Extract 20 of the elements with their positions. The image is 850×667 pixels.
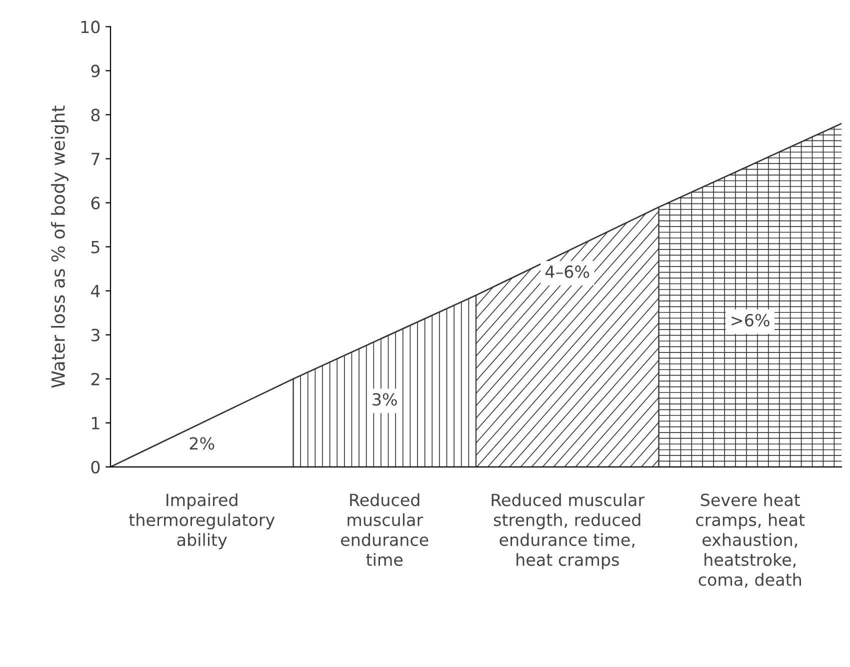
y-tick-label: 7 bbox=[92, 152, 100, 166]
y-tick-label: 8 bbox=[91, 108, 100, 122]
y-tick-label: 2 bbox=[91, 372, 100, 386]
y-axis-title: Water loss as % of body weight bbox=[50, 106, 68, 388]
annotation: 2% bbox=[190, 437, 214, 450]
y-tick-label: 3 bbox=[91, 328, 100, 342]
annotation: >6% bbox=[732, 314, 770, 326]
annotation: 4–6% bbox=[546, 265, 590, 278]
y-tick-label: 6 bbox=[91, 196, 100, 210]
text: Impaired thermoregulatory ability bbox=[129, 493, 275, 550]
y-tick-label: 9 bbox=[91, 64, 100, 78]
text: Reduced muscular strength, reduced endurance time, heat cramps bbox=[492, 493, 645, 570]
annotation: 3% bbox=[372, 393, 397, 406]
text: Reduced muscular endurance time bbox=[341, 493, 428, 566]
y-tick-label: 10 bbox=[81, 20, 100, 34]
y-tick-label: 1 bbox=[92, 417, 100, 430]
text: Severe heat cramps, heat exhaustion, heatstroke, coma, death bbox=[696, 493, 805, 588]
y-tick-label: 5 bbox=[91, 240, 100, 254]
y-tick-label: 0 bbox=[91, 460, 100, 474]
y-tick-label: 4 bbox=[90, 284, 100, 298]
